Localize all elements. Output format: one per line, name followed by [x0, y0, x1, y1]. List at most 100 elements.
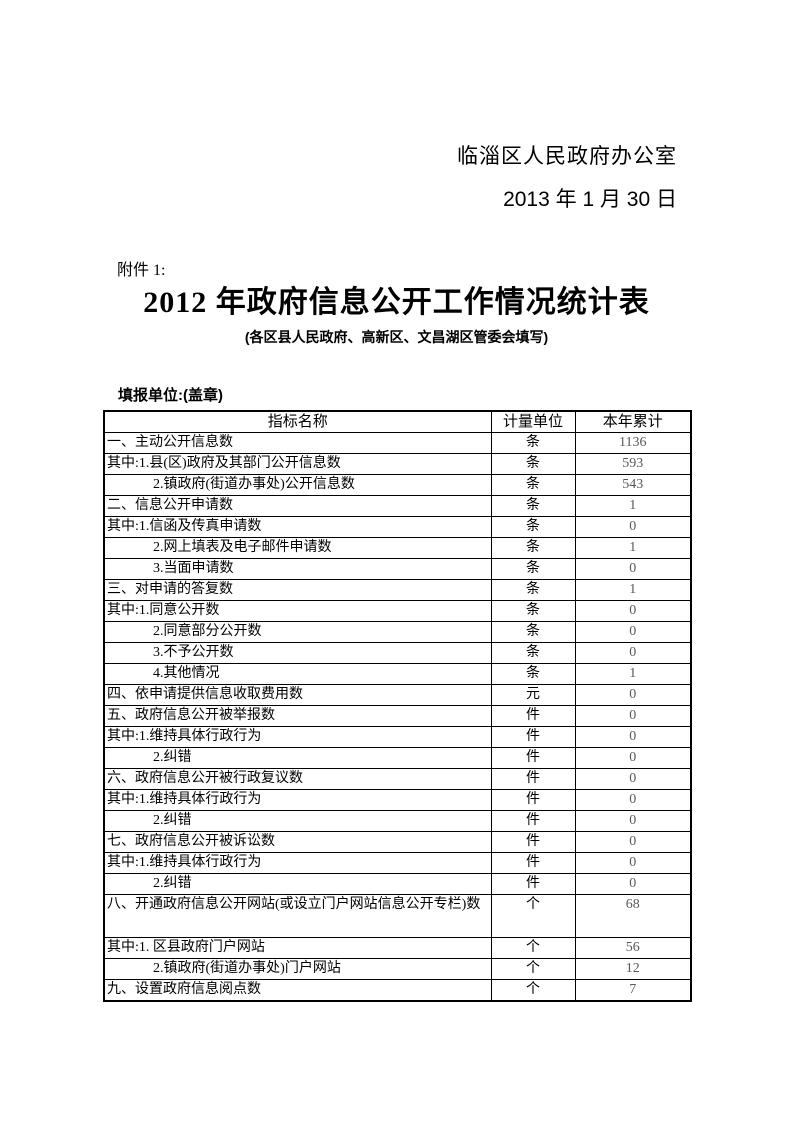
- table-row: 2.纠错 件 0: [103, 873, 692, 895]
- indicator-cell: 九、设置政府信息阅点数: [103, 979, 492, 1002]
- attachment-label: 附件 1:: [117, 262, 166, 279]
- value-cell: 0: [574, 747, 692, 769]
- unit-cell: 个: [490, 937, 576, 959]
- unit-cell: 条: [490, 663, 576, 685]
- unit-cell: 件: [490, 852, 576, 874]
- indicator-cell: 其中:1.同意公开数: [103, 600, 492, 622]
- unit-cell: 条: [490, 642, 576, 664]
- unit-cell: 条: [490, 558, 576, 580]
- indicator-cell: 2.纠错: [103, 747, 492, 769]
- unit-cell: 条: [490, 537, 576, 559]
- issue-date: 2013 年 1 月 30 日: [503, 188, 677, 211]
- value-cell: 1: [574, 495, 692, 517]
- indicator-cell: 三、对申请的答复数: [103, 579, 492, 601]
- indicator-cell: 七、政府信息公开被诉讼数: [103, 831, 492, 853]
- unit-cell: 条: [490, 432, 576, 454]
- table-row: 其中:1.维持具体行政行为 件 0: [103, 789, 692, 811]
- unit-cell: 件: [490, 831, 576, 853]
- issuing-office: 临淄区人民政府办公室: [457, 145, 677, 168]
- indicator-cell: 八、开通政府信息公开网站(或设立门户网站信息公开专栏)数: [103, 894, 492, 938]
- form-unit-label: 填报单位:(盖章): [118, 387, 223, 404]
- value-cell: 593: [574, 453, 692, 475]
- indicator-cell: 其中:1.县(区)政府及其部门公开信息数: [103, 453, 492, 475]
- table-body: 一、主动公开信息数 条 1136 其中:1.县(区)政府及其部门公开信息数 条 …: [103, 432, 692, 1002]
- value-cell: 1: [574, 579, 692, 601]
- value-cell: 0: [574, 810, 692, 832]
- indicator-cell: 2.网上填表及电子邮件申请数: [103, 537, 492, 559]
- value-cell: 0: [574, 684, 692, 706]
- unit-cell: 件: [490, 873, 576, 895]
- table-row: 2.纠错 件 0: [103, 810, 692, 832]
- indicator-cell: 一、主动公开信息数: [103, 432, 492, 454]
- indicator-cell: 2.镇政府(街道办事处)公开信息数: [103, 474, 492, 496]
- table-header-row: 指标名称 计量单位 本年累计: [103, 410, 692, 433]
- indicator-cell: 2.同意部分公开数: [103, 621, 492, 643]
- table-row: 其中:1.县(区)政府及其部门公开信息数 条 593: [103, 453, 692, 475]
- table-row: 其中:1. 区县政府门户网站 个 56: [103, 937, 692, 959]
- indicator-cell: 2.纠错: [103, 873, 492, 895]
- table-row: 2.同意部分公开数 条 0: [103, 621, 692, 643]
- indicator-cell: 六、政府信息公开被行政复议数: [103, 768, 492, 790]
- value-cell: 0: [574, 600, 692, 622]
- table-row: 2.网上填表及电子邮件申请数 条 1: [103, 537, 692, 559]
- indicator-cell: 其中:1. 区县政府门户网站: [103, 937, 492, 959]
- unit-cell: 件: [490, 810, 576, 832]
- unit-cell: 件: [490, 705, 576, 727]
- indicator-cell: 其中:1.维持具体行政行为: [103, 789, 492, 811]
- value-cell: 0: [574, 621, 692, 643]
- value-cell: 0: [574, 873, 692, 895]
- document-subtitle: (各区县人民政府、高新区、文昌湖区管委会填写): [244, 329, 549, 345]
- table-row: 四、依申请提供信息收取费用数 元 0: [103, 684, 692, 706]
- table-row: 二、信息公开申请数 条 1: [103, 495, 692, 517]
- column-header-indicator: 指标名称: [103, 410, 492, 433]
- value-cell: 0: [574, 768, 692, 790]
- unit-cell: 条: [490, 453, 576, 475]
- indicator-cell: 3.当面申请数: [103, 558, 492, 580]
- table-row: 其中:1.同意公开数 条 0: [103, 600, 692, 622]
- table-row: 八、开通政府信息公开网站(或设立门户网站信息公开专栏)数 个 68: [103, 894, 692, 938]
- unit-cell: 条: [490, 600, 576, 622]
- table-row: 3.不予公开数 条 0: [103, 642, 692, 664]
- column-header-yearly-total: 本年累计: [574, 410, 692, 433]
- value-cell: 0: [574, 642, 692, 664]
- table-row: 其中:1.维持具体行政行为 件 0: [103, 852, 692, 874]
- indicator-cell: 2.镇政府(街道办事处)门户网站: [103, 958, 492, 980]
- value-cell: 68: [574, 894, 692, 938]
- table-row: 六、政府信息公开被行政复议数 件 0: [103, 768, 692, 790]
- unit-cell: 条: [490, 474, 576, 496]
- unit-cell: 件: [490, 747, 576, 769]
- table-row: 三、对申请的答复数 条 1: [103, 579, 692, 601]
- value-cell: 0: [574, 516, 692, 538]
- table-row: 4.其他情况 条 1: [103, 663, 692, 685]
- value-cell: 543: [574, 474, 692, 496]
- indicator-cell: 2.纠错: [103, 810, 492, 832]
- value-cell: 0: [574, 831, 692, 853]
- unit-cell: 个: [490, 958, 576, 980]
- unit-cell: 条: [490, 516, 576, 538]
- unit-cell: 元: [490, 684, 576, 706]
- column-header-unit: 计量单位: [490, 410, 576, 433]
- unit-cell: 条: [490, 621, 576, 643]
- value-cell: 0: [574, 726, 692, 748]
- indicator-cell: 五、政府信息公开被举报数: [103, 705, 492, 727]
- value-cell: 0: [574, 705, 692, 727]
- indicator-cell: 3.不予公开数: [103, 642, 492, 664]
- table-row: 一、主动公开信息数 条 1136: [103, 432, 692, 454]
- table-row: 2.镇政府(街道办事处)门户网站 个 12: [103, 958, 692, 980]
- indicator-cell: 其中:1.维持具体行政行为: [103, 726, 492, 748]
- value-cell: 0: [574, 789, 692, 811]
- unit-cell: 条: [490, 495, 576, 517]
- indicator-cell: 二、信息公开申请数: [103, 495, 492, 517]
- unit-cell: 件: [490, 768, 576, 790]
- value-cell: 1: [574, 663, 692, 685]
- value-cell: 56: [574, 937, 692, 959]
- value-cell: 7: [574, 979, 692, 1002]
- unit-cell: 件: [490, 789, 576, 811]
- value-cell: 0: [574, 558, 692, 580]
- unit-cell: 件: [490, 726, 576, 748]
- value-cell: 1136: [574, 432, 692, 454]
- value-cell: 12: [574, 958, 692, 980]
- indicator-cell: 其中:1.信函及传真申请数: [103, 516, 492, 538]
- table-row: 3.当面申请数 条 0: [103, 558, 692, 580]
